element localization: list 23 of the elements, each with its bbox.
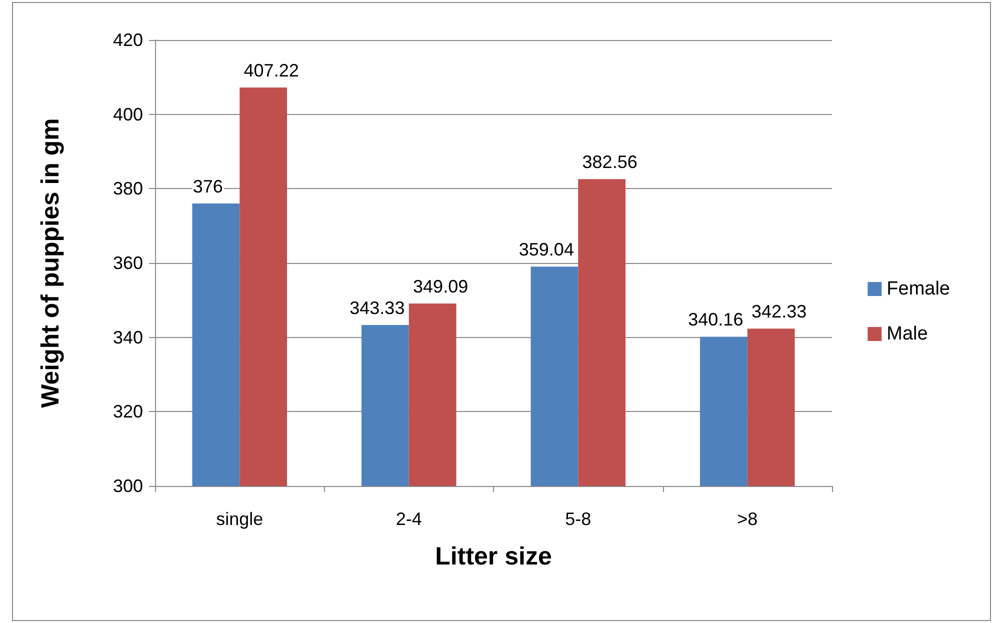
data-label: 340.16 [688,310,744,330]
y-tick-label: 360 [112,253,143,273]
y-tick-label: 340 [112,327,143,348]
data-label: 349.09 [413,276,468,297]
data-label: 382.56 [582,152,638,172]
y-axis-title: Weight of puppies in gm [36,118,64,408]
y-tick-label: 400 [112,104,143,124]
x-tick-label: single [216,509,264,529]
x-tick-label: 2-4 [396,509,422,529]
x-tick-label: >8 [737,509,758,529]
y-tick-label: 420 [112,30,143,50]
data-label: 343.33 [350,298,405,318]
x-axis-title: Litter size [435,542,552,570]
legend-label: Female [886,278,950,300]
data-label: 407.22 [244,60,299,80]
data-label: 376 [192,176,223,197]
data-label: 342.33 [752,302,807,322]
x-tick-label: 5-8 [565,509,592,529]
data-label: 359.04 [518,240,574,260]
y-tick-label: 320 [112,402,143,422]
y-tick-label: 300 [112,476,143,496]
legend-label: Male [886,324,928,344]
y-tick-label: 380 [112,178,143,199]
